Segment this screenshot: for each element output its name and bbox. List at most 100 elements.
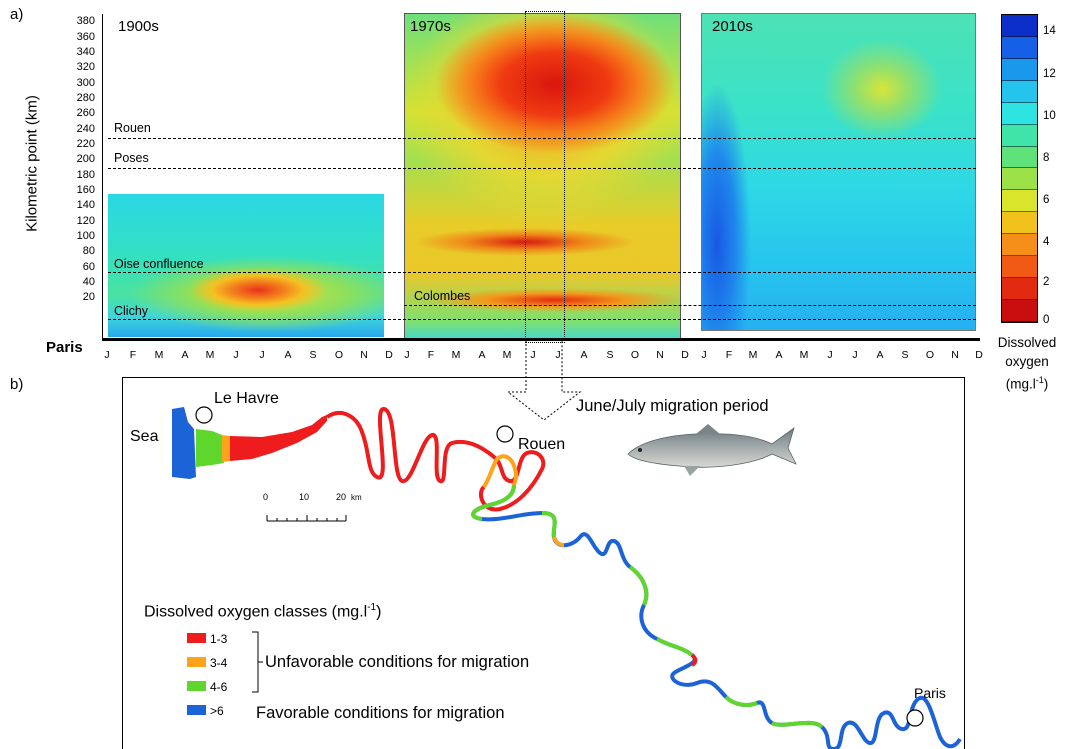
ref-line-oise (108, 272, 976, 273)
legend-label-3-4: 3-4 (210, 656, 228, 670)
legend-label-gt6: >6 (210, 704, 224, 718)
month-label: J (701, 349, 707, 361)
map-panel (122, 377, 965, 749)
ref-line-colombes (404, 305, 976, 306)
scale-tick-0: 0 (263, 492, 269, 502)
colorbar-tick: 2 (1043, 276, 1050, 288)
colorbar-segment (1002, 190, 1037, 213)
y-axis-line (102, 14, 103, 338)
scale-bar (266, 515, 347, 522)
month-label: F (129, 349, 137, 361)
place-rouen: Rouen (518, 436, 566, 453)
month-label: A (478, 349, 486, 361)
le-havre-marker (195, 406, 213, 424)
colorbar-segment (1002, 36, 1037, 59)
legend-title: Dissolved oxygen classes (mg.l-1) (144, 602, 381, 621)
scale-tick-10: 10 (299, 492, 310, 502)
ref-line-poses (108, 168, 976, 169)
legend-title-text: Dissolved oxygen classes (mg.l (144, 603, 368, 621)
colorbar-segment (1002, 102, 1037, 125)
month-label: J (233, 349, 239, 361)
colorbar-tick: 8 (1043, 152, 1050, 164)
y-tick: 240 (76, 123, 95, 135)
ref-line-rouen (108, 138, 976, 139)
decade-label-1900s: 1900s (118, 18, 159, 35)
month-label: A (181, 349, 189, 361)
y-tick: 60 (82, 261, 95, 273)
colorbar-segment (1002, 80, 1037, 103)
colorbar-segment (1002, 278, 1037, 300)
colorbar-segment (1002, 15, 1037, 37)
river-section-green (541, 511, 557, 538)
river-section-orange (482, 454, 519, 489)
y-tick: 360 (76, 31, 95, 43)
ref-label-poses: Poses (114, 151, 149, 165)
salmon-icon (627, 424, 797, 476)
month-label: D (681, 349, 689, 361)
june-july-highlight (525, 11, 565, 343)
legend-title-close: ) (376, 603, 382, 621)
colorbar-segment (1002, 146, 1037, 169)
month-label: A (284, 349, 292, 361)
month-label: J (104, 349, 110, 361)
colorbar-tick: 10 (1043, 110, 1056, 122)
month-label: O (925, 349, 935, 361)
colorbar-tick: 4 (1043, 236, 1050, 248)
scale-tick-20: 20 (336, 492, 347, 502)
legend-swatch-gt6 (187, 705, 206, 715)
colorbar-title-line1: Dissolved (997, 335, 1057, 350)
y-tick: 220 (76, 138, 95, 150)
river-section-orange (552, 536, 565, 547)
month-label: M (205, 349, 215, 361)
colorbar-title-line2: oxygen (1005, 354, 1049, 369)
legend-swatch-3-4 (187, 657, 206, 667)
y-tick: 40 (82, 276, 95, 288)
month-label: M (154, 349, 164, 361)
month-label: S (309, 349, 317, 361)
colorbar-segment (1002, 58, 1037, 81)
y-tick: 160 (76, 184, 95, 196)
ref-line-clichy (108, 319, 976, 320)
colorbar-segment (1002, 168, 1037, 191)
paris-marker (906, 709, 924, 727)
x-axis-line (102, 338, 980, 341)
month-label: S (901, 349, 909, 361)
place-sea: Sea (130, 428, 159, 445)
colorbar-segment (1002, 212, 1037, 235)
month-label: F (427, 349, 435, 361)
month-label: J (404, 349, 410, 361)
ref-label-clichy: Clichy (114, 304, 149, 318)
heatmap-1970s (404, 13, 681, 339)
panel-a-letter: a) (10, 6, 24, 23)
y-tick: 200 (76, 153, 95, 165)
legend-bracket (252, 631, 263, 693)
legend-title-sup: -1 (367, 602, 377, 613)
migration-arrow-icon (506, 340, 582, 421)
colorbar-unit-close: ) (1043, 376, 1049, 392)
seine-map (172, 406, 962, 749)
colorbar-tick: 0 (1043, 314, 1050, 326)
y-tick: 340 (76, 46, 95, 58)
colorbar-tick: 6 (1043, 194, 1050, 206)
river-section-green (770, 720, 824, 729)
decade-label-1970s: 1970s (410, 18, 451, 35)
place-paris: Paris (914, 685, 946, 701)
ref-label-oise: Oise confluence (114, 257, 204, 271)
y-tick: 140 (76, 199, 95, 211)
month-label: J (555, 349, 561, 361)
month-label: N (360, 349, 368, 361)
month-label: O (334, 349, 344, 361)
month-label: O (630, 349, 640, 361)
ref-label-rouen: Rouen (114, 121, 151, 135)
colorbar-title: Dissolved oxygen (mg.l-1) (986, 333, 1068, 394)
month-label: J (827, 349, 833, 361)
y-tick: 280 (76, 92, 95, 104)
heatmap-2010s (701, 13, 976, 331)
month-label: J (852, 349, 858, 361)
river-section-blue (471, 484, 962, 749)
month-label: N (656, 349, 664, 361)
month-label: S (606, 349, 614, 361)
river-section-green (471, 484, 516, 521)
month-label: A (580, 349, 588, 361)
month-label: F (725, 349, 733, 361)
